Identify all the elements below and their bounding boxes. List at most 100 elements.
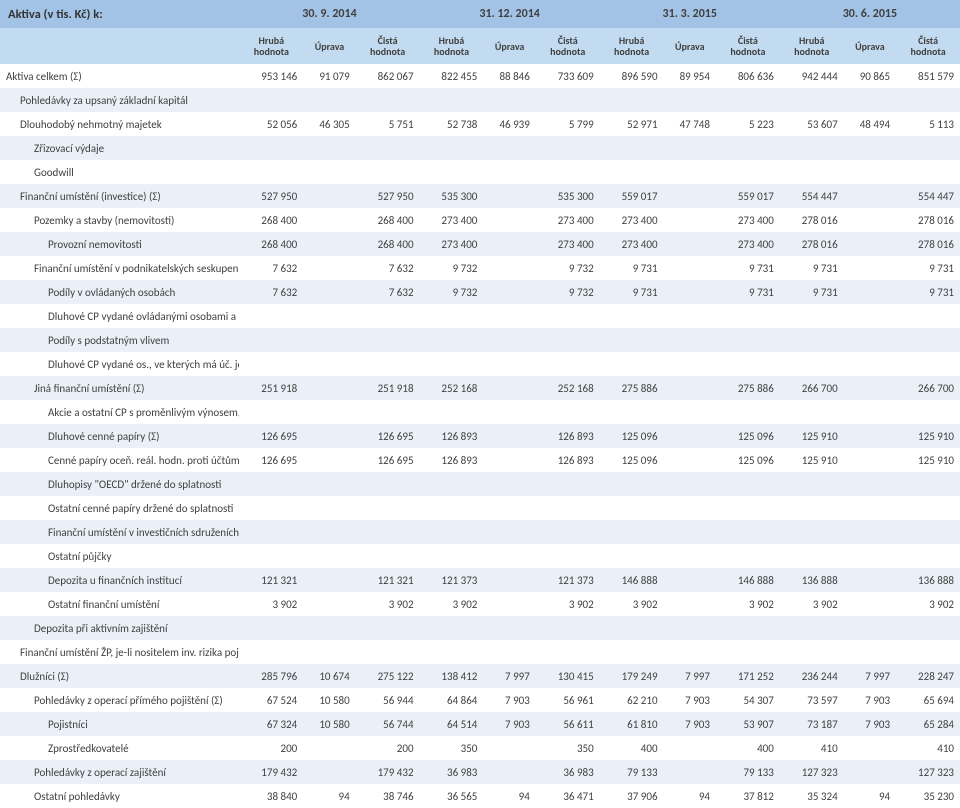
- value-cell: 79 133: [716, 760, 780, 784]
- row-label: Pohledávky z operací přímého pojištění (…: [0, 688, 239, 712]
- value-cell: [664, 304, 716, 328]
- value-cell: 125 910: [780, 448, 844, 472]
- sub-header-cell: Hrubáhodnota: [600, 28, 664, 64]
- value-cell: [356, 352, 420, 376]
- value-cell: 7 997: [664, 664, 716, 688]
- value-cell: 179 249: [600, 664, 664, 688]
- value-cell: 90 865: [844, 64, 896, 88]
- value-cell: 126 695: [356, 448, 420, 472]
- value-cell: [303, 736, 355, 760]
- sub-header-cell: Úprava: [844, 28, 896, 64]
- value-cell: 171 252: [716, 664, 780, 688]
- value-cell: 37 812: [716, 784, 780, 808]
- value-cell: [716, 304, 780, 328]
- value-cell: [844, 280, 896, 304]
- value-cell: [303, 184, 355, 208]
- value-cell: 127 323: [780, 760, 844, 784]
- value-cell: 9 731: [716, 256, 780, 280]
- value-cell: [844, 160, 896, 184]
- value-cell: [600, 544, 664, 568]
- value-cell: [896, 544, 960, 568]
- value-cell: [600, 472, 664, 496]
- value-cell: [303, 304, 355, 328]
- value-cell: 125 096: [600, 424, 664, 448]
- value-cell: [483, 328, 535, 352]
- value-cell: [239, 88, 303, 112]
- table-row: Dluhové CP vydané os., ve kterých má úč.…: [0, 352, 960, 376]
- value-cell: 278 016: [780, 232, 844, 256]
- table-row: Zřizovací výdaje: [0, 136, 960, 160]
- value-cell: 89 954: [664, 64, 716, 88]
- value-cell: 350: [420, 736, 484, 760]
- table-row: Depozita při aktivním zajištění: [0, 616, 960, 640]
- value-cell: [420, 544, 484, 568]
- value-cell: 10 580: [303, 712, 355, 736]
- row-label: Dlužníci (Σ): [0, 664, 239, 688]
- value-cell: [356, 616, 420, 640]
- value-cell: 61 810: [600, 712, 664, 736]
- value-cell: [780, 328, 844, 352]
- value-cell: [600, 136, 664, 160]
- value-cell: 268 400: [356, 232, 420, 256]
- value-cell: [844, 376, 896, 400]
- value-cell: 9 731: [600, 280, 664, 304]
- value-cell: [844, 760, 896, 784]
- value-cell: [483, 496, 535, 520]
- value-cell: [483, 472, 535, 496]
- value-cell: [780, 544, 844, 568]
- value-cell: 36 471: [536, 784, 600, 808]
- value-cell: 52 971: [600, 112, 664, 136]
- value-cell: [356, 472, 420, 496]
- value-cell: 65 694: [896, 688, 960, 712]
- value-cell: [239, 616, 303, 640]
- value-cell: 7 632: [239, 256, 303, 280]
- value-cell: 7 903: [483, 688, 535, 712]
- sub-header-cell: Hrubáhodnota: [239, 28, 303, 64]
- value-cell: [356, 136, 420, 160]
- value-cell: [716, 544, 780, 568]
- value-cell: 94: [844, 784, 896, 808]
- value-cell: 9 731: [600, 256, 664, 280]
- table-row: Pohledávky za upsaný základní kapitál: [0, 88, 960, 112]
- value-cell: 126 695: [356, 424, 420, 448]
- value-cell: [844, 496, 896, 520]
- value-cell: [483, 232, 535, 256]
- value-cell: 136 888: [780, 568, 844, 592]
- value-cell: [536, 136, 600, 160]
- value-cell: 64 514: [420, 712, 484, 736]
- value-cell: 7 903: [844, 712, 896, 736]
- value-cell: 7 632: [356, 280, 420, 304]
- value-cell: 121 373: [536, 568, 600, 592]
- value-cell: [844, 88, 896, 112]
- value-cell: 121 373: [420, 568, 484, 592]
- value-cell: [420, 328, 484, 352]
- value-cell: [239, 328, 303, 352]
- value-cell: 527 950: [356, 184, 420, 208]
- value-cell: 9 731: [780, 280, 844, 304]
- value-cell: 126 893: [536, 424, 600, 448]
- value-cell: [716, 520, 780, 544]
- value-cell: [844, 568, 896, 592]
- value-cell: 126 893: [420, 448, 484, 472]
- value-cell: 7 903: [664, 712, 716, 736]
- value-cell: 7 903: [844, 688, 896, 712]
- value-cell: [483, 736, 535, 760]
- value-cell: 179 432: [356, 760, 420, 784]
- value-cell: 535 300: [536, 184, 600, 208]
- value-cell: [483, 544, 535, 568]
- value-cell: 953 146: [239, 64, 303, 88]
- value-cell: 410: [896, 736, 960, 760]
- value-cell: 3 902: [536, 592, 600, 616]
- sub-header-cell: Hrubáhodnota: [780, 28, 844, 64]
- value-cell: [483, 88, 535, 112]
- table-row: Dluhopisy "OECD" držené do splatnosti: [0, 472, 960, 496]
- value-cell: [239, 160, 303, 184]
- value-cell: 350: [536, 736, 600, 760]
- value-cell: [716, 136, 780, 160]
- value-cell: 91 079: [303, 64, 355, 88]
- value-cell: [600, 616, 664, 640]
- value-cell: [483, 136, 535, 160]
- value-cell: [483, 208, 535, 232]
- value-cell: [536, 88, 600, 112]
- value-cell: [780, 88, 844, 112]
